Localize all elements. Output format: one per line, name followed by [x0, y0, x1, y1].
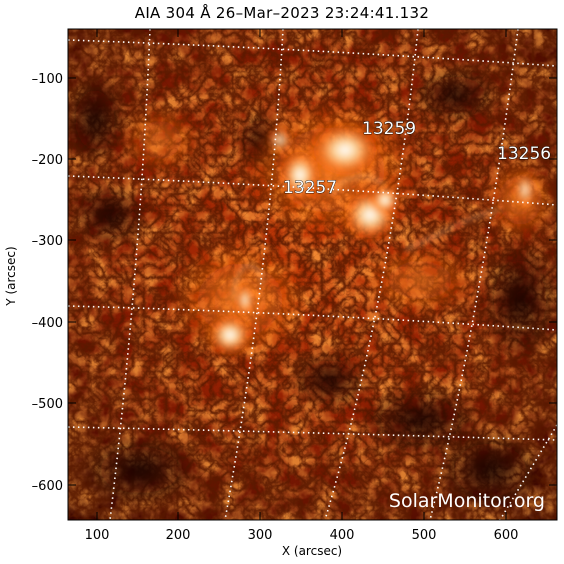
solar-image	[68, 29, 557, 520]
solarmonitor-watermark: SolarMonitor.org	[389, 490, 545, 512]
y-tick-label: –600	[32, 479, 63, 494]
x-axis-title: X (arcsec)	[282, 544, 342, 558]
x-tick-label: 300	[248, 528, 273, 543]
x-tick-label: 100	[85, 528, 110, 543]
region-label-13256: 13256	[497, 144, 551, 164]
y-axis-ticks	[68, 77, 557, 486]
y-tick-label: –400	[32, 316, 63, 331]
x-tick-labels: 100 200 300 400 500 600	[85, 528, 519, 543]
x-tick-label: 400	[330, 528, 355, 543]
y-tick-labels: –100 –200 –300 –400 –500 –600	[32, 72, 63, 494]
heliographic-grid	[68, 29, 557, 520]
plot-frame	[67, 28, 558, 521]
x-tick-label: 600	[494, 528, 519, 543]
y-tick-label: –200	[32, 153, 63, 168]
x-axis-ticks	[96, 29, 507, 520]
image-title: AIA 304 Å 26–Mar–2023 23:24:41.132	[134, 4, 430, 22]
y-tick-label: –500	[32, 397, 63, 412]
region-label-13259: 13259	[362, 119, 416, 139]
y-axis-title: Y (arcsec)	[4, 246, 18, 306]
region-label-13257: 13257	[283, 178, 337, 198]
y-tick-label: –100	[32, 72, 63, 87]
x-tick-label: 200	[166, 528, 191, 543]
x-tick-label: 500	[412, 528, 437, 543]
y-tick-label: –300	[32, 234, 63, 249]
